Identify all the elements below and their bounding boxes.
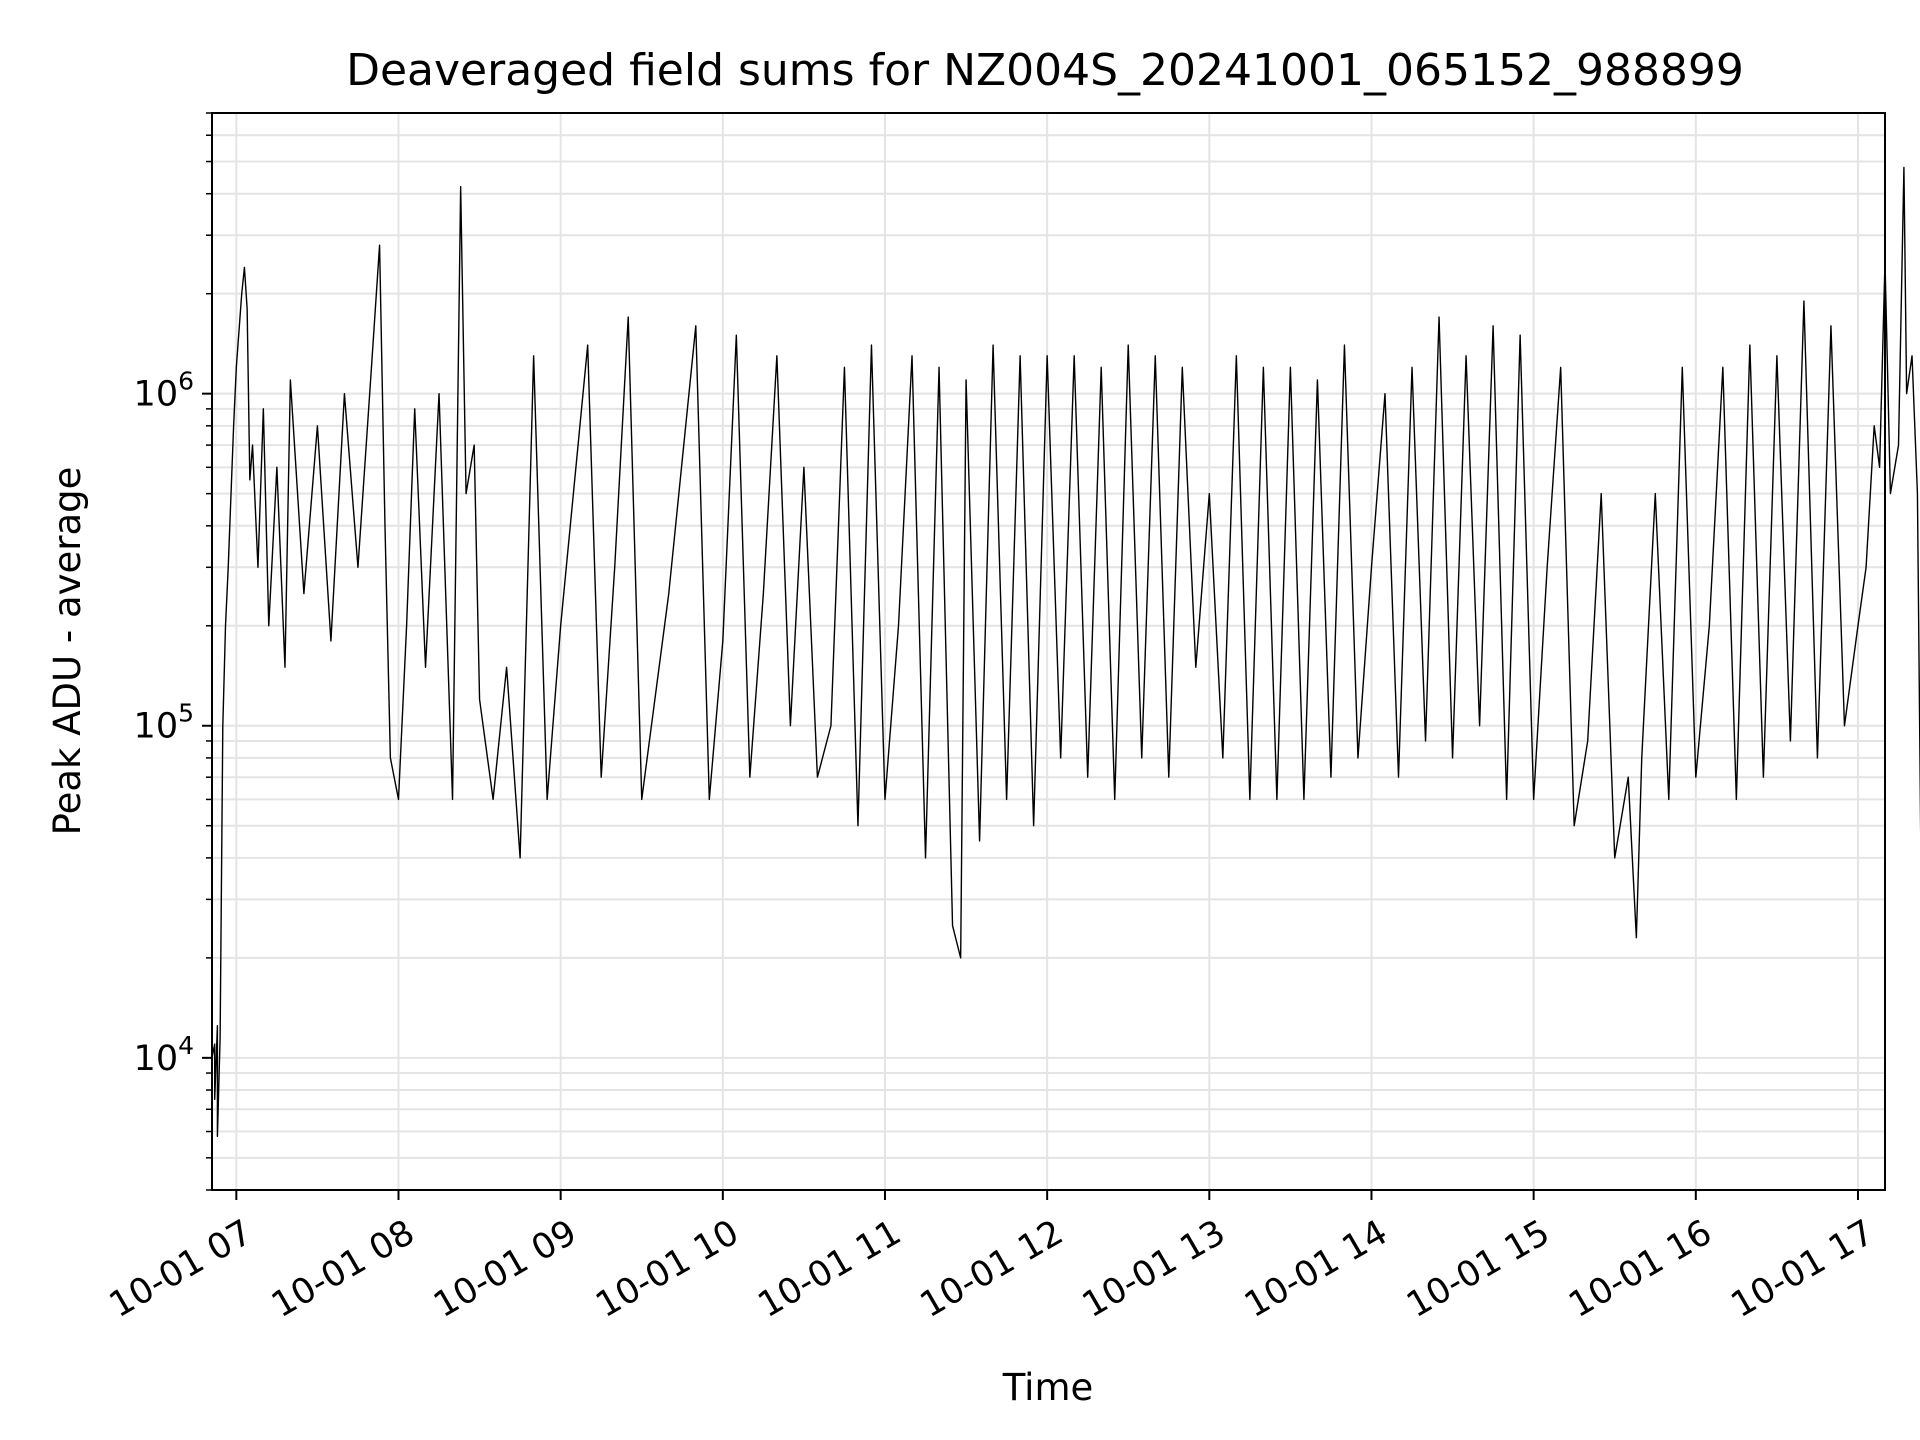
y-axis-label: Peak ADU - average	[46, 467, 89, 836]
y-tick-label: 104	[134, 1031, 194, 1079]
y-tick-label: 105	[134, 699, 194, 747]
y-tick-label: 106	[134, 367, 194, 415]
plot-frame	[211, 112, 1886, 1191]
x-axis-label: Time	[1002, 1366, 1094, 1409]
chart-title: Deaveraged field sums for NZ004S_2024100…	[346, 45, 1744, 96]
series-line	[211, 166, 1920, 1138]
series	[211, 166, 1920, 1138]
y-axis: 104 105 106	[134, 112, 212, 1191]
